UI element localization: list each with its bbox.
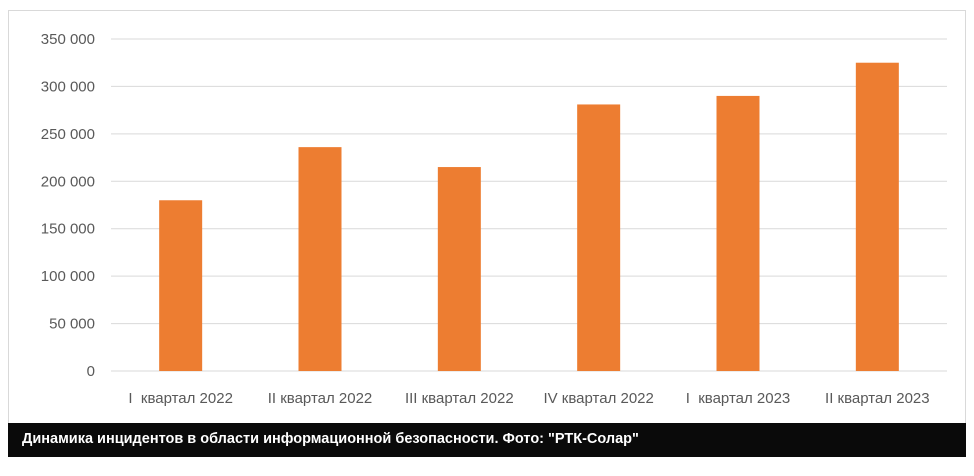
y-tick-label: 0 [87, 363, 95, 380]
x-tick-label: I квартал 2022 [128, 390, 233, 407]
x-tick-label: I квартал 2023 [686, 390, 791, 407]
bar-chart: 0 50 000 100 000 150 000 200 000 250 000 300 0… [41, 31, 947, 407]
y-tick-label: 300 000 [41, 78, 95, 95]
bar [298, 147, 342, 371]
y-tick-label: 50 000 [49, 316, 95, 333]
x-tick-label: II квартал 2023 [825, 390, 930, 407]
y-tick-label: 250 000 [41, 126, 95, 143]
bar [159, 200, 203, 371]
y-tick-label: 150 000 [41, 221, 95, 238]
bar [716, 95, 760, 372]
x-tick-label: III квартал 2022 [405, 390, 514, 407]
x-tick-label: II квартал 2022 [268, 390, 373, 407]
caption-bar: Динамика инцидентов в области информацио… [8, 423, 966, 457]
y-tick-label: 200 000 [41, 173, 95, 190]
photo-caption: Динамика инцидентов в области информацио… [22, 431, 639, 447]
y-tick-label: 350 000 [41, 31, 95, 48]
bar [437, 167, 481, 371]
y-tick-label: 100 000 [41, 268, 95, 285]
chart-frame: 0 50 000 100 000 150 000 200 000 250 000 300 0… [8, 10, 966, 426]
bar [855, 62, 899, 371]
bar [577, 104, 621, 372]
x-tick-label: IV квартал 2022 [543, 390, 653, 407]
